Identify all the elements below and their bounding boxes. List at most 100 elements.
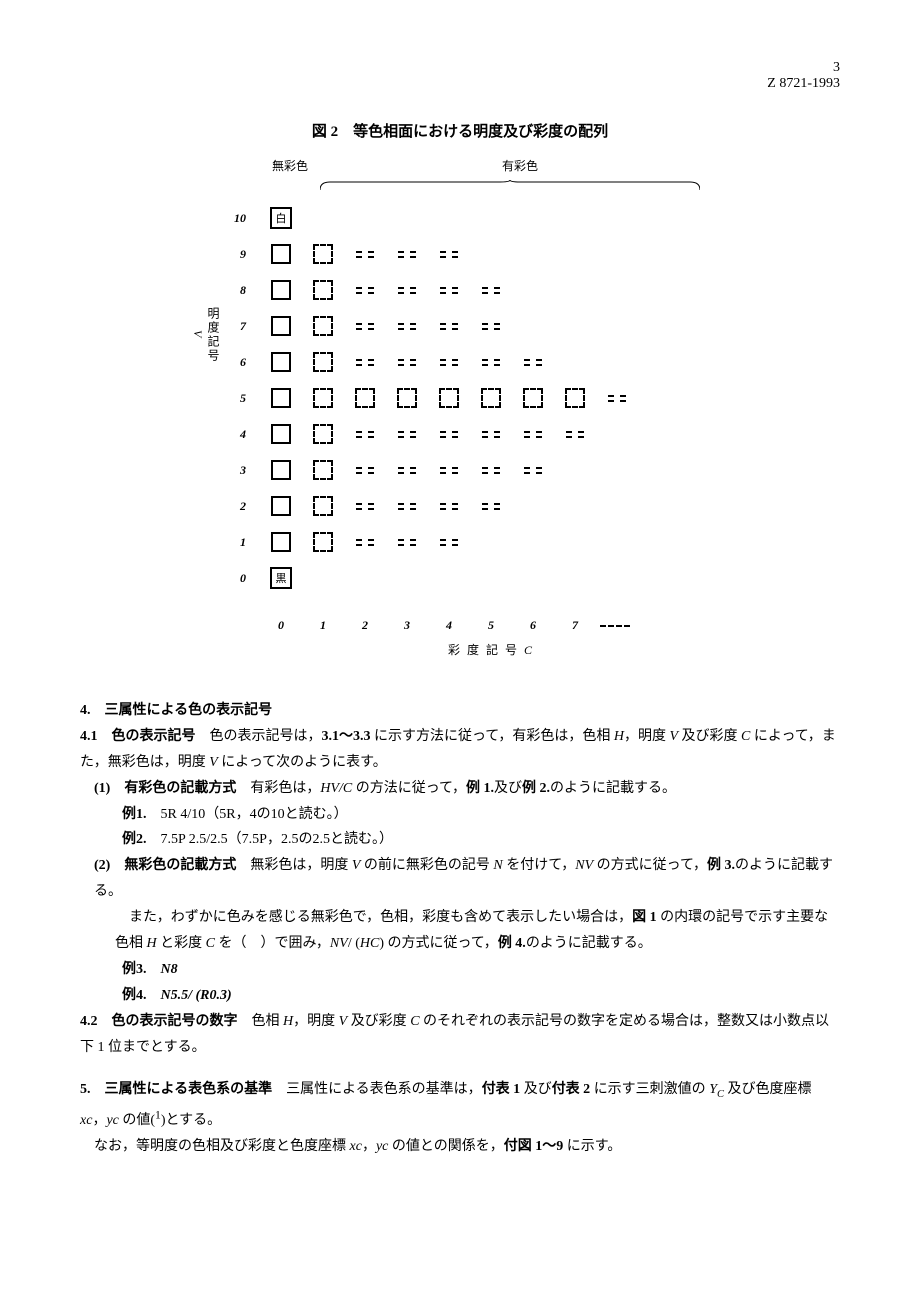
grid-cell xyxy=(302,280,344,300)
grid-row: 0黒 xyxy=(200,560,720,596)
grid-row: 1 xyxy=(200,524,720,560)
grid-rows: 10白 9 8 76 5 4 3 2 1 0黒 xyxy=(200,200,720,596)
grid-cell xyxy=(512,388,554,408)
grid-row: 3 xyxy=(200,452,720,488)
grid-cell xyxy=(386,287,428,294)
x-axis-continuation xyxy=(596,618,630,633)
grid-cell xyxy=(386,539,428,546)
grid-cell xyxy=(344,251,386,258)
figure-2: 明度記号 V 無彩色 有彩色 10白9876543210黒 01234567 彩… xyxy=(200,157,720,658)
y-tick: 1 xyxy=(200,535,260,550)
grid-cell xyxy=(428,323,470,330)
grid-cell xyxy=(386,467,428,474)
grid-cell xyxy=(260,352,302,372)
grid-cell xyxy=(344,503,386,510)
grid-cell xyxy=(344,467,386,474)
x-axis-title: 彩 度 記 号 C xyxy=(260,641,720,658)
section-4-2: 4.2 色の表示記号の数字 色相 H，明度 V 及び彩度 C のそれぞれの表示記… xyxy=(80,1009,840,1061)
example-2: 例2. 7.5P 2.5/2.5（7.5P，2.5の2.5と読む。） xyxy=(80,827,840,853)
example-3: 例3. N8 xyxy=(80,957,840,983)
example-4: 例4. N5.5/ (R0.3) xyxy=(80,983,840,1009)
body-text: 4. 三属性による色の表示記号 4.1 色の表示記号 色の表示記号は，3.1～3… xyxy=(80,698,840,1160)
example-1: 例1. 5R 4/10（5R，4の10と読む。） xyxy=(80,802,840,828)
grid-cell xyxy=(428,359,470,366)
grid-cell xyxy=(302,352,344,372)
grid-row: 10白 xyxy=(200,200,720,236)
section-5: 5. 三属性による表色系の基準 三属性による表色系の基準は，付表 1 及び付表 … xyxy=(80,1077,840,1134)
black-box: 黒 xyxy=(270,567,292,589)
y-tick: 5 xyxy=(200,391,260,406)
grid-cell xyxy=(260,424,302,444)
grid-cell xyxy=(470,323,512,330)
grid-cell xyxy=(302,496,344,516)
grid-cell xyxy=(554,431,596,438)
s5-body2: なお，等明度の色相及び彩度と色度座標 xc，yc の値との関係を，付図 1～9 … xyxy=(80,1134,840,1160)
x-tick: 5 xyxy=(470,618,512,633)
x-tick: 2 xyxy=(344,618,386,633)
grid-cell xyxy=(428,467,470,474)
grid-cell xyxy=(344,359,386,366)
section-4-1-1: (1) 有彩色の記載方式 有彩色は，HV/C の方法に従って，例 1.及び例 2… xyxy=(94,776,840,802)
grid-row: 9 xyxy=(200,236,720,272)
page-number: 3 xyxy=(80,60,840,76)
grid-cell xyxy=(386,431,428,438)
y-tick: 9 xyxy=(200,247,260,262)
x-tick: 7 xyxy=(554,618,596,633)
s4-1-1-body: 有彩色は，HV/C の方法に従って，例 1.及び例 2.のように記載する。 xyxy=(236,781,676,796)
standard-code: Z 8721-1993 xyxy=(80,76,840,92)
y-tick: 3 xyxy=(200,463,260,478)
top-labels: 無彩色 有彩色 xyxy=(260,157,720,174)
x-tick: 1 xyxy=(302,618,344,633)
grid-row: 2 xyxy=(200,488,720,524)
y-tick: 0 xyxy=(200,571,260,586)
grid-row: 7 xyxy=(200,308,720,344)
grid-cell xyxy=(386,388,428,408)
grid-cell xyxy=(596,395,638,402)
grid-cell xyxy=(470,431,512,438)
grid-cell xyxy=(302,388,344,408)
grid-cell xyxy=(428,431,470,438)
grid-cell: 白 xyxy=(260,207,302,229)
section-4-heading: 4. 三属性による色の表示記号 xyxy=(80,698,840,724)
grid-cell xyxy=(260,388,302,408)
label-achromatic: 無彩色 xyxy=(260,157,320,174)
grid-cell xyxy=(428,388,470,408)
grid-row: 6 xyxy=(200,344,720,380)
grid-cell xyxy=(260,280,302,300)
grid-cell xyxy=(302,316,344,336)
grid-cell xyxy=(386,503,428,510)
chromatic-brace xyxy=(320,180,700,192)
grid-cell xyxy=(302,424,344,444)
grid-cell xyxy=(386,251,428,258)
grid-cell xyxy=(470,287,512,294)
grid-cell xyxy=(302,460,344,480)
grid-cell xyxy=(344,287,386,294)
grid-cell xyxy=(470,359,512,366)
grid-cell xyxy=(302,532,344,552)
label-chromatic: 有彩色 xyxy=(320,157,720,174)
x-tick: 0 xyxy=(260,618,302,633)
grid-cell xyxy=(428,287,470,294)
y-axis-title: 明度記号 V xyxy=(190,307,222,363)
grid-row: 5 xyxy=(200,380,720,416)
grid-cell xyxy=(470,388,512,408)
grid-row: 8 xyxy=(200,272,720,308)
y-tick: 4 xyxy=(200,427,260,442)
section-4-1: 4.1 色の表示記号 色の表示記号は，3.1～3.3 に示す方法に従って，有彩色… xyxy=(80,724,840,776)
grid-cell xyxy=(554,388,596,408)
grid-cell xyxy=(512,431,554,438)
figure-wrap: 明度記号 V 無彩色 有彩色 10白9876543210黒 01234567 彩… xyxy=(80,157,840,658)
x-tick: 6 xyxy=(512,618,554,633)
y-tick: 8 xyxy=(200,283,260,298)
s4-1-2-body2: また，わずかに色みを感じる無彩色で，色相，彩度も含めて表示したい場合は，図 1 … xyxy=(115,905,840,957)
x-tick: 3 xyxy=(386,618,428,633)
grid-cell xyxy=(470,503,512,510)
grid-cell xyxy=(344,539,386,546)
grid-cell xyxy=(344,388,386,408)
y-tick: 2 xyxy=(200,499,260,514)
figure-title: 図 2 等色相面における明度及び彩度の配列 xyxy=(80,120,840,141)
grid-cell xyxy=(260,244,302,264)
grid-cell xyxy=(302,244,344,264)
grid-row: 4 xyxy=(200,416,720,452)
grid-cell xyxy=(260,316,302,336)
